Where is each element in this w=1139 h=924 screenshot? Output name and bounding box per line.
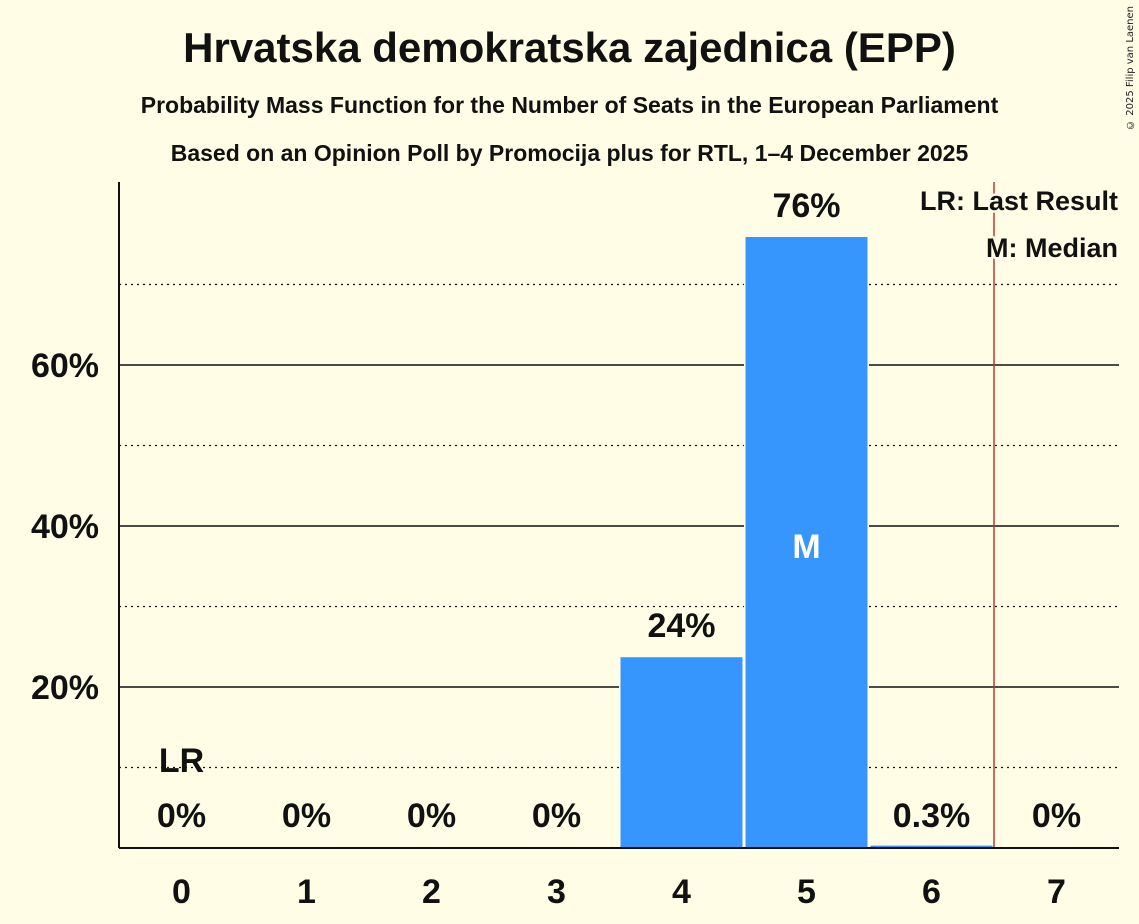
value-label: 0% xyxy=(282,797,331,835)
x-tick-label: 5 xyxy=(797,873,816,911)
value-label-halo: 0% xyxy=(157,797,206,835)
value-label-halo: 76% xyxy=(772,187,840,225)
value-label: 0% xyxy=(532,797,581,835)
legend-entry-halo: M: Median xyxy=(986,233,1118,263)
legend-entry-halo: LR: Last Result xyxy=(920,186,1118,216)
chart-title: Hrvatska demokratska zajednica (EPP) xyxy=(183,24,956,71)
value-label: 0% xyxy=(157,797,206,835)
y-tick-label: 60% xyxy=(31,347,99,385)
median-marker: M xyxy=(792,528,820,566)
bar-seats-4 xyxy=(620,657,743,848)
value-label: 24% xyxy=(647,607,715,645)
value-label-halo: 0% xyxy=(532,797,581,835)
x-tick-label: 6 xyxy=(922,873,941,911)
chart-source: Based on an Opinion Poll by Promocija pl… xyxy=(170,140,969,166)
y-tick-label: 20% xyxy=(31,669,99,707)
x-tick-label: 1 xyxy=(297,873,316,911)
x-tick-label: 4 xyxy=(672,873,691,911)
x-tick-label: 2 xyxy=(422,873,441,911)
value-label-halo: 0% xyxy=(1032,797,1081,835)
x-tick-label: 7 xyxy=(1047,873,1066,911)
chart-subtitle: Probability Mass Function for the Number… xyxy=(140,92,999,118)
x-tick-label: 3 xyxy=(547,873,566,911)
value-label-halo: 0% xyxy=(282,797,331,835)
legend-entry: M: Median xyxy=(986,233,1118,263)
legend-entry: LR: Last Result xyxy=(920,186,1118,216)
value-label: 0% xyxy=(407,797,456,835)
bar-seats-6 xyxy=(870,845,993,848)
value-label: 76% xyxy=(772,187,840,225)
bar-seats-5 xyxy=(745,237,868,848)
x-tick-label: 0 xyxy=(172,873,191,911)
value-label: 0% xyxy=(1032,797,1081,835)
last-result-marker: LR xyxy=(159,742,204,780)
value-label-halo: 0.3% xyxy=(893,797,971,835)
value-label-halo: 0% xyxy=(407,797,456,835)
y-tick-label: 40% xyxy=(31,508,99,546)
value-label-halo: 24% xyxy=(647,607,715,645)
value-label: 0.3% xyxy=(893,797,971,835)
